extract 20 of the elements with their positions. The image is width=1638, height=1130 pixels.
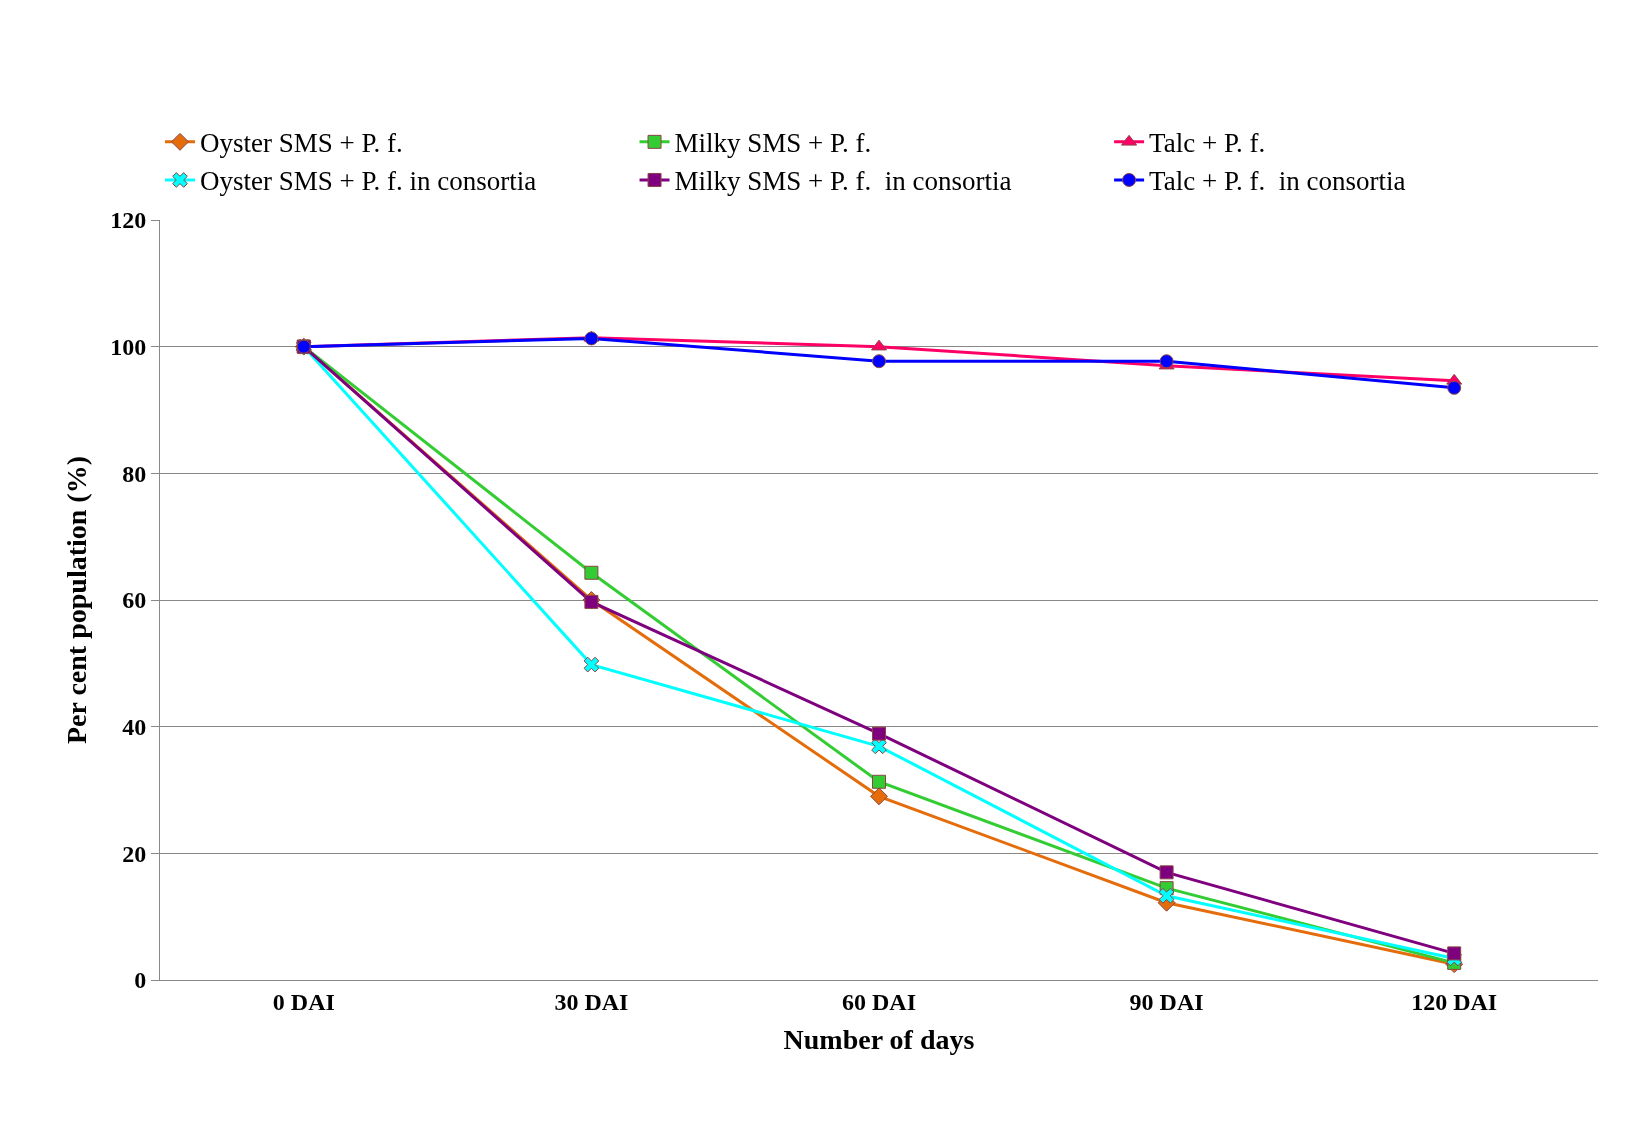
y-tick-label: 0 (134, 967, 147, 994)
legend-label: Talc + P. f. in consortia (1149, 166, 1406, 197)
y-tick-label: 60 (122, 587, 147, 614)
legend-label: Oyster SMS + P. f. in consortia (200, 166, 537, 197)
x-tick-label: 0 DAI (272, 988, 335, 1015)
y-tick-label: 100 (110, 334, 147, 361)
x-tick-label: 90 DAI (1129, 988, 1204, 1015)
legend-label: Milky SMS + P. f. in consortia (674, 166, 1012, 197)
legend-label: Milky SMS + P. f. (674, 128, 872, 159)
y-axis-title: Per cent population (%) (60, 455, 92, 745)
x-tick-label: 30 DAI (554, 988, 629, 1015)
x-tick-label: 120 DAI (1411, 988, 1498, 1015)
y-tick-label: 40 (122, 714, 147, 741)
y-tick-label: 20 (122, 840, 147, 867)
y-tick-label: 80 (122, 460, 147, 487)
legend-label: Talc + P. f. (1149, 128, 1266, 159)
x-axis-title: Number of days (783, 1023, 975, 1055)
y-tick-label: 120 (110, 207, 147, 234)
x-tick-label: 60 DAI (841, 988, 917, 1015)
legend-label: Oyster SMS + P. f. (200, 128, 403, 159)
